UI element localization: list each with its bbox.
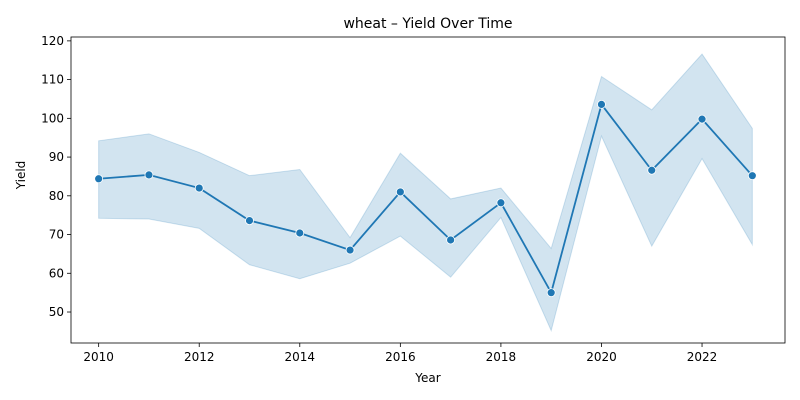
data-point	[245, 216, 254, 226]
data-point	[546, 288, 556, 298]
x-tick-label: 2012	[184, 350, 215, 364]
data-point	[94, 174, 104, 184]
x-tick-label: 2014	[285, 350, 316, 364]
plot-area: 2010 2012 2014 2016 2018 2020 2022 50 60 70 80 90 10…	[41, 34, 786, 364]
x-tick-label: 2022	[687, 350, 718, 364]
y-axis-label: Yield	[14, 161, 28, 191]
data-point	[144, 170, 154, 180]
y-tick-label: 110	[41, 73, 64, 87]
series-line	[98, 102, 753, 296]
y-tick-label: 90	[49, 150, 64, 164]
y-tick-label: 70	[49, 228, 64, 242]
data-point	[395, 187, 405, 197]
x-tick-label: 2018	[486, 350, 517, 364]
plot-frame	[70, 36, 786, 344]
y-tick-label: 120	[41, 34, 64, 48]
data-point	[697, 114, 707, 124]
x-axis-label: Year	[414, 371, 440, 385]
chart-title: wheat – Yield Over Time	[343, 16, 512, 32]
y-tick-label: 50	[49, 305, 64, 319]
x-tick-label: 2010	[83, 350, 114, 364]
confidence-band	[98, 53, 753, 333]
y-tick-label: 60	[49, 266, 64, 280]
data-point	[597, 99, 606, 109]
data-point	[345, 245, 355, 255]
data-point	[496, 198, 506, 208]
x-tick-label: 2020	[586, 350, 617, 364]
y-tick-label: 100	[41, 111, 64, 125]
y-tick-label: 80	[49, 189, 64, 203]
x-tick-label: 2016	[385, 350, 416, 364]
data-point	[446, 235, 456, 245]
data-point	[747, 171, 757, 181]
data-point	[647, 165, 657, 175]
data-point	[194, 183, 204, 193]
data-point	[295, 228, 305, 238]
